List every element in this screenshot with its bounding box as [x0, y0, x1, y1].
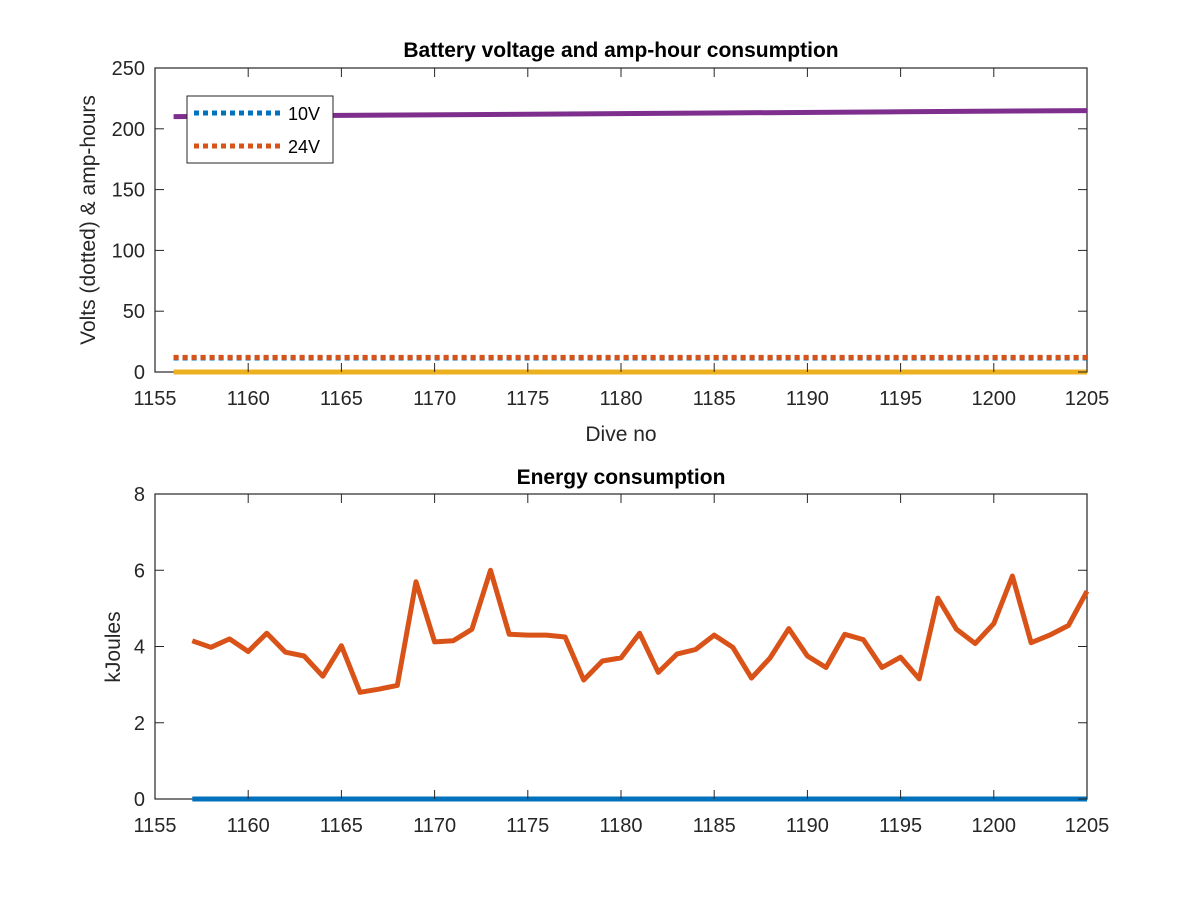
x-tick-label: 1200 — [972, 388, 1017, 410]
legend-box — [186, 95, 334, 164]
x-tick-label: 1185 — [693, 815, 736, 837]
x-tick-label: 1170 — [413, 388, 456, 410]
x-tick-label: 1195 — [879, 815, 922, 837]
x-tick-label: 1185 — [693, 388, 736, 410]
x-tick-label: 1175 — [506, 388, 549, 410]
energy-plot-ylabel: kJoules — [102, 611, 125, 682]
y-tick-label: 4 — [134, 637, 145, 659]
voltage-plot-ylabel: Volts (dotted) & amp-hours — [77, 95, 100, 345]
x-tick-label: 1190 — [786, 388, 829, 410]
x-tick-label: 1160 — [227, 815, 270, 837]
x-tick-label: 1190 — [786, 815, 829, 837]
x-tick-label: 1160 — [227, 388, 270, 410]
energy-plot-ticks: 1155 1160 1165 1170 1175 1180 1185 1190 1195 1200… — [133, 484, 1109, 837]
y-tick-label: 0 — [134, 362, 145, 384]
voltage-plot-ticks: 1155 1160 1165 1170 1175 1180 1185 1190 1195 1200… — [112, 58, 1110, 410]
legend-24v-label: 24V — [288, 137, 320, 157]
x-tick-label: 1205 — [1065, 388, 1110, 410]
x-tick-label: 1165 — [320, 815, 363, 837]
series-line-1-1 — [191, 567, 1090, 695]
y-tick-label: 100 — [112, 240, 145, 262]
x-tick-label: 1205 — [1065, 815, 1110, 837]
voltage-plot-title: Battery voltage and amp-hour consumption — [403, 39, 838, 62]
voltage-plot-xlabel: Dive no — [585, 423, 656, 446]
x-tick-label: 1180 — [599, 388, 642, 410]
voltage-plot: Battery voltage and amp-hour consumption… — [77, 39, 1109, 446]
y-tick-label: 250 — [112, 58, 145, 80]
x-tick-label: 1200 — [972, 815, 1017, 837]
y-tick-label: 200 — [112, 119, 145, 141]
x-tick-label: 1165 — [320, 388, 363, 410]
y-tick-label: 150 — [112, 180, 145, 202]
x-tick-label: 1180 — [599, 815, 642, 837]
energy-plot: Energy consumption kJoules 1155 1160 1165 1… — [102, 466, 1109, 837]
x-tick-label: 1195 — [879, 388, 922, 410]
y-tick-label: 50 — [123, 301, 145, 323]
y-tick-label: 0 — [134, 789, 145, 811]
voltage-plot-legend: 10V 24V — [186, 95, 334, 164]
y-tick-label: 8 — [134, 484, 145, 506]
x-tick-label: 1170 — [413, 815, 456, 837]
x-tick-label: 1155 — [133, 815, 176, 837]
x-tick-label: 1155 — [133, 388, 176, 410]
y-tick-label: 6 — [134, 560, 145, 582]
x-tick-label: 1175 — [506, 815, 549, 837]
energy-plot-title: Energy consumption — [517, 466, 726, 489]
legend-10v-label: 10V — [288, 104, 320, 124]
y-tick-label: 2 — [134, 713, 145, 735]
